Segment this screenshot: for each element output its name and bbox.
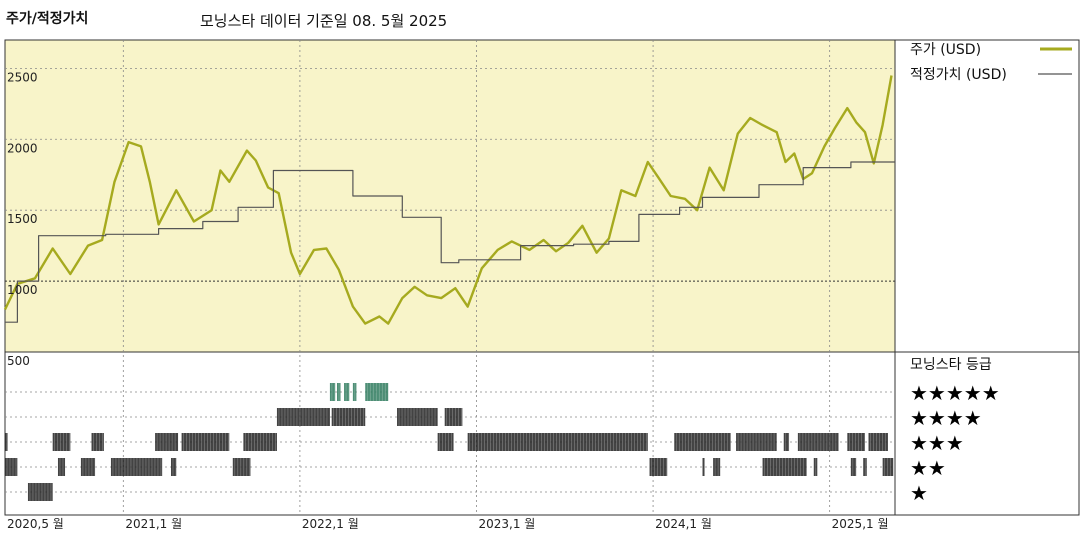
rating-band	[702, 458, 705, 476]
rating-band	[444, 408, 463, 426]
rating-band	[649, 458, 668, 476]
y-tick-label: 2000	[7, 141, 38, 155]
rating-band	[243, 433, 277, 451]
rating-band	[397, 408, 438, 426]
price-line	[3, 75, 893, 325]
rating-band	[674, 433, 731, 451]
rating-band	[365, 383, 389, 401]
rating-band	[850, 458, 857, 476]
rating-band	[181, 433, 230, 451]
y-tick-label: 500	[7, 354, 30, 368]
rating-band	[847, 433, 865, 451]
rating-band	[27, 483, 53, 501]
rating-band	[232, 458, 251, 476]
rating-stars-label: ★★	[910, 456, 946, 480]
x-tick-label: 2021,1 월	[125, 517, 182, 531]
rating-band	[52, 433, 71, 451]
x-tick-label: 2024,1 월	[655, 517, 712, 531]
fair-value-line	[5, 161, 895, 323]
rating-band	[868, 433, 888, 451]
rating-stars-label: ★★★★	[910, 406, 982, 430]
rating-band	[331, 408, 366, 426]
rating-band	[352, 383, 357, 401]
rating-band	[57, 458, 66, 476]
x-tick-label: 2025,1 월	[832, 517, 889, 531]
rating-band	[329, 383, 336, 401]
rating-band	[110, 458, 163, 476]
x-tick-label: 2022,1 월	[302, 517, 359, 531]
rating-stars-label: ★	[910, 481, 928, 505]
price-panel-background	[5, 40, 895, 352]
data-date-subtitle: 모닝스타 데이터 기준일 08. 5월 2025	[200, 12, 448, 30]
rating-band	[736, 433, 777, 451]
rating-band	[5, 458, 18, 476]
rating-band	[813, 458, 818, 476]
legend-fair-label: 적정가치 (USD)	[910, 67, 1007, 83]
rating-band	[863, 458, 867, 476]
y-tick-label: 1500	[7, 212, 38, 226]
rating-stars-label: ★★★★★	[910, 381, 1000, 405]
rating-band	[336, 383, 341, 401]
rating-band	[80, 458, 96, 476]
rating-band	[797, 433, 839, 451]
rating-stars-label: ★★★	[910, 431, 964, 455]
x-tick-label: 2023,1 월	[478, 517, 535, 531]
chart-frame	[4, 39, 1080, 516]
rating-band	[713, 458, 721, 476]
rating-band	[783, 433, 790, 451]
rating-band	[5, 433, 8, 451]
y-tick-label: 2500	[7, 70, 38, 84]
rating-band	[882, 458, 894, 476]
rating-band	[170, 458, 177, 476]
rating-band	[276, 408, 330, 426]
rating-band	[437, 433, 454, 451]
rating-band	[467, 433, 648, 451]
rating-band	[344, 383, 350, 401]
x-tick-label: 2020,5 월	[7, 517, 64, 531]
rating-band	[91, 433, 104, 451]
y-tick-label: 1000	[7, 283, 38, 297]
rating-title: 모닝스타 등급	[910, 357, 992, 373]
rating-band	[762, 458, 807, 476]
chart-title: 주가/적정가치	[6, 11, 89, 27]
legend-price-label: 주가 (USD)	[910, 42, 981, 58]
rating-band	[155, 433, 179, 451]
